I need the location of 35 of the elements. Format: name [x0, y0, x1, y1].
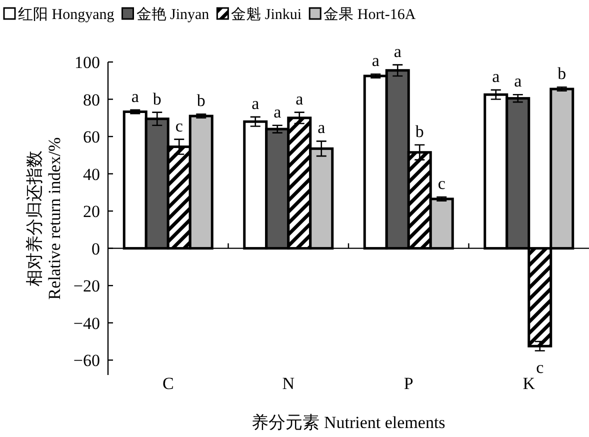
- data-label: a: [514, 72, 522, 91]
- y-tick-label: 100: [74, 53, 100, 72]
- y-tick-label: −40: [73, 314, 100, 333]
- x-tick-label: C: [162, 374, 174, 393]
- y-tick-label: −60: [73, 351, 100, 370]
- legend-label: 金艳 Jinyan: [136, 6, 210, 23]
- data-label: a: [131, 86, 140, 106]
- y-axis-title: 相对养分归还指数 Relative return index/%: [25, 137, 64, 300]
- data-label: a: [394, 42, 402, 61]
- data-label: a: [296, 89, 304, 108]
- x-axis-title: 养分元素 Nutrient elements: [252, 413, 446, 432]
- data-label: c: [175, 116, 184, 136]
- legend-label: 金果 Hort-16A: [324, 6, 416, 23]
- x-tick-label: P: [404, 374, 414, 393]
- y-tick-label: 0: [92, 239, 100, 258]
- data-label: c: [438, 174, 446, 194]
- data-label: b: [558, 64, 566, 84]
- y-tick-label: 40: [83, 164, 100, 184]
- legend-label: 金魁 Jinkui: [231, 6, 302, 23]
- data-label: a: [318, 118, 326, 138]
- data-label: a: [274, 102, 282, 122]
- legend-label: 红阳 Hongyang: [18, 6, 115, 23]
- y-tick-label: 20: [83, 202, 100, 222]
- data-label: b: [196, 91, 206, 110]
- y-tick-label: 80: [83, 90, 100, 110]
- x-tick-label: K: [522, 374, 536, 393]
- data-label: b: [152, 89, 162, 108]
- x-tick-label: N: [282, 374, 295, 393]
- data-label: b: [415, 122, 424, 141]
- data-label: a: [252, 94, 260, 113]
- y-tick-label: −20: [73, 276, 100, 296]
- data-label: c: [536, 358, 544, 377]
- data-label: a: [372, 51, 380, 70]
- data-label: a: [492, 66, 500, 86]
- y-tick-label: 60: [83, 128, 100, 147]
